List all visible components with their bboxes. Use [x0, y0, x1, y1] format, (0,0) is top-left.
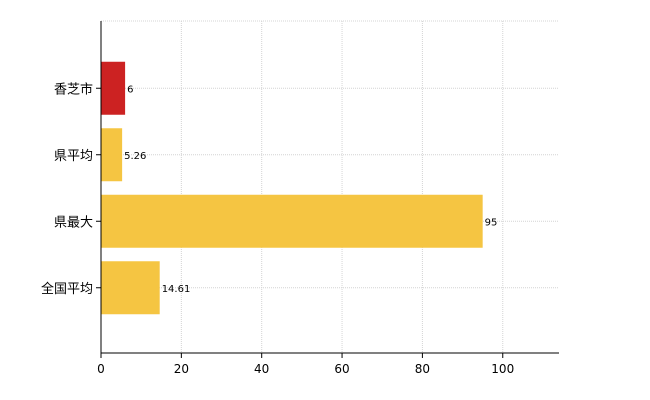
bar: [101, 61, 126, 115]
category-label: 県平均: [54, 149, 93, 164]
category-label: 県最大: [54, 215, 93, 230]
data-label: 95: [485, 217, 498, 228]
category-label: 全国平均: [41, 281, 93, 297]
category-label: 香芝市: [54, 81, 93, 97]
data-label: 5.26: [124, 151, 146, 162]
bars: [101, 61, 483, 315]
bar: [101, 128, 123, 182]
x-tick-label: 40: [254, 362, 269, 376]
labels: 0 20 40 60 80 100 香芝市 6 県平均 5.26 県最大 95 全国平均 14.61: [41, 81, 514, 376]
x-tick-label: 80: [415, 362, 430, 376]
grid: [101, 20, 559, 353]
x-tick-label: 20: [174, 362, 189, 376]
data-label: 6: [127, 84, 133, 95]
x-tick-label: 100: [491, 362, 514, 376]
x-tick-label: 0: [97, 362, 105, 376]
bar: [101, 194, 483, 248]
bar: [101, 261, 160, 315]
axes: [96, 21, 559, 358]
x-tick-label: 60: [334, 362, 349, 376]
data-label: 14.61: [162, 284, 191, 295]
